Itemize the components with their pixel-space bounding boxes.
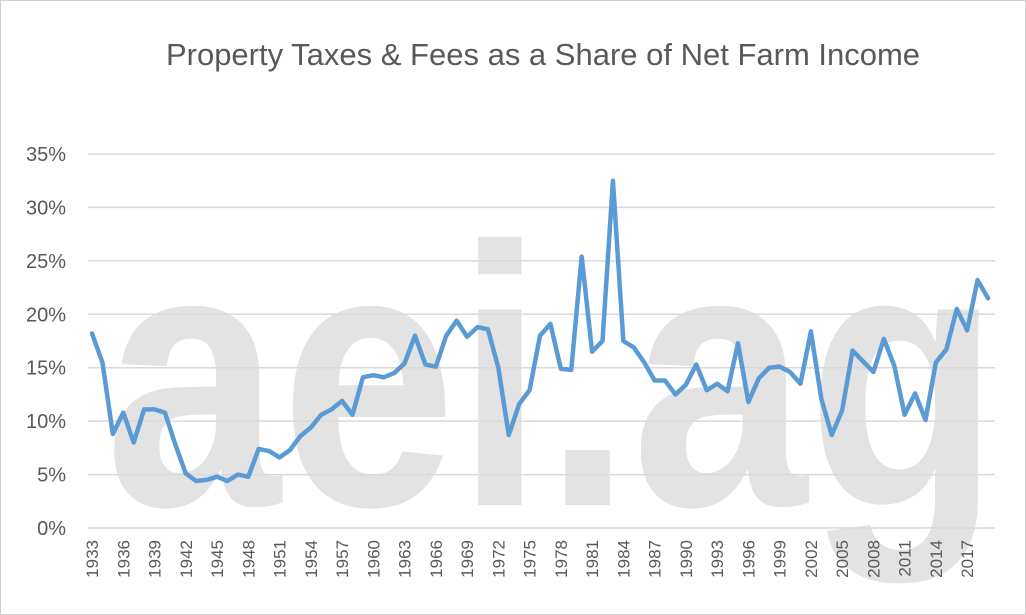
x-tick-label: 1975 — [521, 540, 540, 578]
x-tick-label: 1933 — [83, 540, 102, 578]
x-tick-label: 1966 — [427, 540, 446, 578]
x-tick-label: 1993 — [708, 540, 727, 578]
x-tick-label: 2017 — [958, 540, 977, 578]
x-tick-label: 1945 — [208, 540, 227, 578]
data-line — [89, 178, 991, 484]
x-tick-label: 1987 — [646, 540, 665, 578]
chart-title: Property Taxes & Fees as a Share of Net … — [165, 37, 921, 72]
x-tick-label: 2008 — [864, 540, 883, 578]
x-tick-label: 1963 — [396, 540, 415, 578]
x-tick-label: 1954 — [302, 540, 321, 578]
x-tick-label: 1972 — [489, 540, 508, 578]
y-tick-label: 10% — [26, 411, 66, 433]
y-tick-label: 0% — [37, 518, 66, 540]
x-tick-label: 1978 — [552, 540, 571, 578]
x-tick-label: 1936 — [114, 540, 133, 578]
x-tick-label: 1951 — [271, 540, 290, 578]
x-tick-label: 1984 — [614, 540, 633, 578]
x-tick-label: 1942 — [177, 540, 196, 578]
x-tick-label: 1981 — [583, 540, 602, 578]
y-tick-label: 35% — [26, 144, 66, 166]
y-tick-label: 5% — [37, 465, 66, 487]
x-tick-label: 1996 — [739, 540, 758, 578]
y-tick-label: 20% — [26, 304, 66, 326]
x-tick-label: 1957 — [333, 540, 352, 578]
x-tick-label: 1999 — [771, 540, 790, 578]
x-tick-label: 1969 — [458, 540, 477, 578]
x-tick-label: 1948 — [239, 540, 258, 578]
x-tick-label: 1939 — [146, 540, 165, 578]
watermark: aei.ag — [105, 171, 1000, 586]
x-tick-label: 2011 — [896, 540, 915, 577]
x-tick-label: 1960 — [364, 540, 383, 578]
y-tick-label: 25% — [26, 251, 66, 273]
x-tick-label: 1990 — [677, 540, 696, 578]
x-tick-label: 2002 — [802, 540, 821, 578]
y-tick-label: 15% — [26, 358, 66, 380]
x-tick-label: 2014 — [927, 540, 946, 578]
x-tick-label: 2005 — [833, 540, 852, 578]
y-tick-label: 30% — [26, 197, 66, 219]
